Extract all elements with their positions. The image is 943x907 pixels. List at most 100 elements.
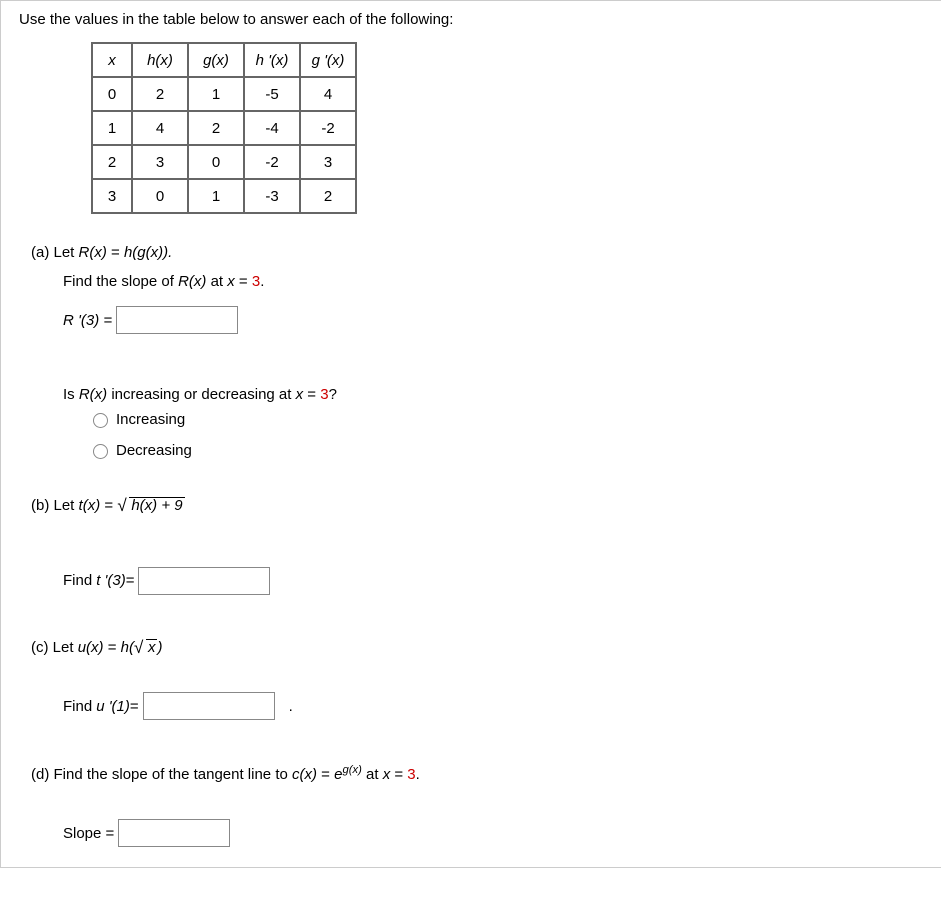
cell: 0 [92,77,132,111]
math-term: u '(1) [96,698,130,715]
part-d-label: (d) Find the slope of the tangent line t… [31,766,292,783]
part-c-label: (c) Let [31,639,78,656]
sqrt-body: h(x) + 9 [129,497,184,515]
cell: 2 [132,77,188,111]
cell: 2 [92,145,132,179]
sqrt-body: x [146,639,158,657]
radio-increasing[interactable] [93,413,108,428]
part-b-answer-row: Find t '(3) = [63,567,941,595]
eq-sign: = [317,766,334,783]
part-b: (b) Let t(x) = √h(x) + 9 [31,497,941,515]
col-header: h(x) [132,43,188,77]
part-a-question2: Is R(x) increasing or decreasing at x = … [63,386,941,403]
cell: 1 [92,111,132,145]
text: Is [63,386,79,403]
part-c: (c) Let u(x) = h(√x) [31,639,941,657]
part-a-answer-row: R '(3) = [63,306,941,334]
given-value: 3 [320,386,328,403]
math-term: h( [121,639,134,656]
eq-sign: = [130,698,139,715]
eq-sign: = [104,639,121,656]
cell: 1 [188,179,244,213]
radio-decreasing[interactable] [93,444,108,459]
given-value: 3 [407,766,415,783]
cell: 2 [300,179,356,213]
given-value: 3 [252,273,260,290]
cell: 3 [300,145,356,179]
cell: -3 [244,179,300,213]
text: at [206,273,227,290]
math-term: c(x) [292,766,317,783]
text: . [260,273,264,290]
sqrt-icon: √ [117,496,126,516]
cell: 0 [132,179,188,213]
part-c-answer-row: Find u '(1) = . [63,692,941,720]
col-header: h '(x) [244,43,300,77]
cell: -4 [244,111,300,145]
math-term: R(x) [79,386,107,403]
col-header: x [92,43,132,77]
eq-sign: = [100,497,117,514]
eq-sign: = [107,244,124,261]
table-row: 1 4 2 -4 -2 [92,111,356,145]
exp-power: g(x) [342,764,361,776]
cell: -2 [300,111,356,145]
question-container: Use the values in the table below to ans… [0,0,941,868]
radio-option-decreasing-row: Decreasing [93,442,941,459]
cell: 2 [188,111,244,145]
radio-label: Increasing [116,411,185,428]
part-a-label: (a) Let [31,244,79,261]
math-term: t '(3) [96,572,126,589]
eq-sign: = [390,766,407,783]
answer-input-d[interactable] [118,819,230,847]
table-row: 2 3 0 -2 3 [92,145,356,179]
period: . [289,698,293,715]
question-prompt: Use the values in the table below to ans… [1,11,941,28]
answer-input-c[interactable] [143,692,275,720]
math-term: eg(x) [334,766,362,783]
math-term: ) [157,639,162,656]
radio-label: Decreasing [116,442,192,459]
cell: 0 [188,145,244,179]
answer-label: Slope = [63,825,114,842]
table-header-row: x h(x) g(x) h '(x) g '(x) [92,43,356,77]
sqrt-expression: √h(x) + 9 [117,497,184,515]
text: Find the slope of [63,273,178,290]
cell: 1 [188,77,244,111]
math-term: x [296,386,304,403]
table-row: 0 2 1 -5 4 [92,77,356,111]
text: Find [63,572,92,589]
math-term: t(x) [79,497,101,514]
cell: 4 [300,77,356,111]
part-a-line2: Find the slope of R(x) at x = 3. [63,273,941,290]
col-header: g '(x) [300,43,356,77]
function-value-table: x h(x) g(x) h '(x) g '(x) 0 2 1 -5 4 1 4… [91,42,357,214]
part-b-label: (b) Let [31,497,79,514]
sqrt-icon: √ [134,638,143,658]
text: . [416,766,420,783]
math-term: x [227,273,235,290]
answer-input-b[interactable] [138,567,270,595]
part-a: (a) Let R(x) = h(g(x)). [31,244,941,261]
part-d-answer-row: Slope = [63,819,941,847]
cell: 3 [92,179,132,213]
text: at [362,766,383,783]
sqrt-expression: √x [134,639,158,657]
part-d: (d) Find the slope of the tangent line t… [31,764,941,783]
text: ? [329,386,337,403]
col-header: g(x) [188,43,244,77]
math-term: R(x) [178,273,206,290]
cell: -2 [244,145,300,179]
eq-sign: = [126,572,135,589]
answer-input-a[interactable] [116,306,238,334]
eq-sign: = [235,273,252,290]
eq-sign: = [303,386,320,403]
math-term: u(x) [78,639,104,656]
text: increasing or decreasing at [107,386,295,403]
cell: -5 [244,77,300,111]
table-row: 3 0 1 -3 2 [92,179,356,213]
math-term: R(x) [79,244,107,261]
math-term: h(g(x)). [124,244,172,261]
cell: 3 [132,145,188,179]
radio-option-increasing-row: Increasing [93,411,941,428]
